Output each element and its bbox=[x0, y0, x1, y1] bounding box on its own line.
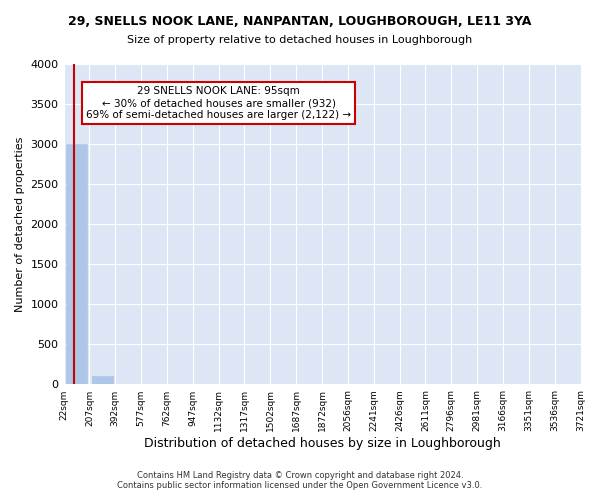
Bar bbox=[66, 144, 87, 384]
Text: 29, SNELLS NOOK LANE, NANPANTAN, LOUGHBOROUGH, LE11 3YA: 29, SNELLS NOOK LANE, NANPANTAN, LOUGHBO… bbox=[68, 15, 532, 28]
Text: Contains HM Land Registry data © Crown copyright and database right 2024.
Contai: Contains HM Land Registry data © Crown c… bbox=[118, 470, 482, 490]
Text: Size of property relative to detached houses in Loughborough: Size of property relative to detached ho… bbox=[127, 35, 473, 45]
Text: 29 SNELLS NOOK LANE: 95sqm
← 30% of detached houses are smaller (932)
69% of sem: 29 SNELLS NOOK LANE: 95sqm ← 30% of deta… bbox=[86, 86, 351, 120]
X-axis label: Distribution of detached houses by size in Loughborough: Distribution of detached houses by size … bbox=[143, 437, 500, 450]
Bar bbox=[92, 376, 113, 384]
Y-axis label: Number of detached properties: Number of detached properties bbox=[15, 136, 25, 312]
